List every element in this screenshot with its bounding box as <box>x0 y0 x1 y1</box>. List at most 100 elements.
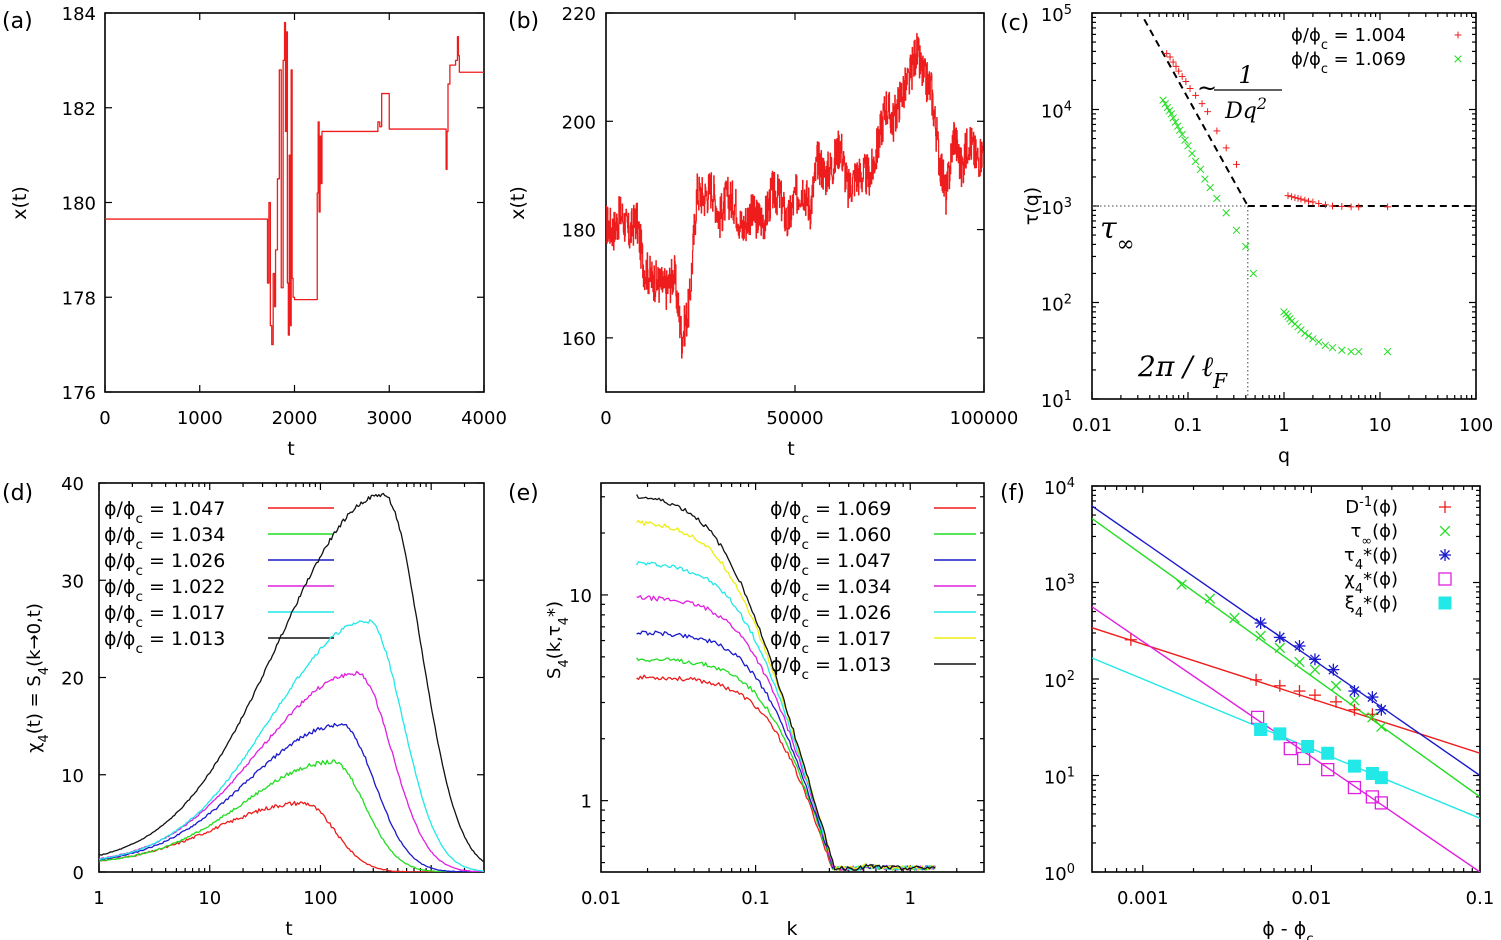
label-part: Dq <box>1224 99 1257 124</box>
annotation-two-pi-over-l: 2π / ℓF <box>1137 350 1228 393</box>
y-tick-label: 182 <box>62 99 96 120</box>
data-point <box>1254 723 1267 736</box>
label-part: = 1.017 <box>809 628 891 650</box>
data-point <box>1309 689 1321 701</box>
data-point <box>1197 166 1204 173</box>
data-point <box>1329 344 1336 351</box>
label-part: 4 <box>37 667 52 675</box>
x-tick-label: 50000 <box>766 408 823 429</box>
label-part: = 1.034 <box>143 524 225 546</box>
label-part: ϕ/ϕ <box>104 524 135 546</box>
annotation-fraction-numerator: 1 <box>1238 61 1253 89</box>
label-part: ϕ/ϕ <box>104 498 135 520</box>
data-point <box>1295 657 1305 667</box>
y-axis-label: x(t) <box>9 186 31 220</box>
plot-frame <box>1092 486 1480 872</box>
label-part: τ <box>1350 521 1361 542</box>
label-part: *) <box>544 601 565 617</box>
x-tick-label: 100 <box>1459 415 1493 436</box>
panel-c: 0.01 0.1 1 10 100101102103104105qτ(q)(c) ϕ/ϕc… <box>1000 3 1493 468</box>
label-part: = 1.069 <box>1328 49 1406 70</box>
data-point <box>1305 198 1312 205</box>
label-part: 10 <box>1044 671 1067 692</box>
label-part: c <box>135 563 143 579</box>
data-point <box>1384 203 1391 210</box>
label-part: 2 <box>1064 292 1072 307</box>
x-tick-label: 1000 <box>408 888 454 909</box>
label-part: c <box>801 615 809 631</box>
data-point <box>1285 192 1292 199</box>
plot-area <box>1092 506 1480 872</box>
data-point <box>1329 203 1336 210</box>
label-part: 0 <box>1067 862 1075 877</box>
x-tick-label: 1 <box>1278 415 1289 436</box>
data-point <box>1309 199 1316 206</box>
label-part: 4 <box>37 734 52 742</box>
panel-label: (f) <box>1000 481 1025 506</box>
label-part: 10 <box>1044 575 1067 596</box>
x-axis-label: ϕ - ϕc <box>1262 918 1314 940</box>
y-tick-label: 20 <box>61 669 84 690</box>
data-point <box>1204 108 1211 115</box>
label-part: 4 <box>1067 476 1075 491</box>
data-point <box>1348 203 1355 210</box>
x-tick-label: 0.01 <box>1072 415 1112 436</box>
x-tick-label: 0.1 <box>1174 415 1203 436</box>
label-part: 3 <box>1064 196 1072 211</box>
y-tick-label: 40 <box>61 474 84 495</box>
label-part: 10 <box>1044 478 1067 499</box>
y-tick-label: 100 <box>1044 862 1075 886</box>
label-part: 4 <box>1064 99 1072 114</box>
marker-box <box>1254 723 1267 736</box>
y-tick-label: 104 <box>1044 476 1075 500</box>
legend-entry: ϕ/ϕc = 1.013 <box>770 654 891 683</box>
y-tick-label: 105 <box>1041 3 1072 27</box>
legend-entry: ϕ/ϕc = 1.026 <box>770 602 891 631</box>
data-point <box>1348 685 1360 697</box>
y-tick-label: 10 <box>61 766 84 787</box>
label-part: (ϕ) <box>1372 497 1398 518</box>
x-axis-label: t <box>285 918 292 940</box>
legend-entry: ϕ/ϕc = 1.013 <box>104 628 225 657</box>
plot-frame <box>105 13 484 392</box>
series-line <box>637 658 936 870</box>
data-point <box>1182 78 1189 85</box>
data-point <box>1274 631 1286 643</box>
data-point <box>1292 194 1299 201</box>
data-point <box>1439 549 1451 561</box>
legend-entry: ϕ/ϕc = 1.060 <box>770 524 891 553</box>
x-tick-label: 10 <box>1369 415 1392 436</box>
marker-box <box>1321 747 1334 760</box>
label-part: 10 <box>1044 768 1067 789</box>
panel-label: (e) <box>508 481 539 506</box>
label-part: 2π / ℓ <box>1137 350 1213 383</box>
x-tick-label: 4000 <box>461 408 507 429</box>
marker-box <box>1439 573 1451 585</box>
data-point <box>1305 333 1312 340</box>
legend-entry: ϕ/ϕc = 1.022 <box>104 576 225 605</box>
label-part: 3 <box>1067 572 1075 587</box>
label-part: 10 <box>1041 295 1064 316</box>
label-part: χ <box>24 742 45 752</box>
label-part: c <box>135 615 143 631</box>
data-point <box>1189 150 1196 157</box>
data-point <box>1355 348 1362 355</box>
x-tick-label: 3000 <box>366 408 412 429</box>
label-part: = 1.047 <box>143 498 225 520</box>
data-point <box>1338 347 1345 354</box>
label-part: ∞ <box>1117 232 1135 257</box>
legend-entry: D-1(ϕ) <box>1345 495 1398 519</box>
data-point <box>1288 193 1295 200</box>
label-part: = 1.026 <box>809 602 891 624</box>
panel-label: (a) <box>2 9 33 34</box>
label-part: D <box>1345 497 1359 518</box>
label-part: ϕ - ϕ <box>1262 918 1306 940</box>
label-part: 10 <box>1044 864 1067 885</box>
data-point <box>1331 681 1341 691</box>
label-part: c <box>1306 931 1314 940</box>
label-part: ξ <box>1345 593 1355 614</box>
label-part: 10 <box>1041 102 1064 123</box>
data-point <box>1455 56 1462 63</box>
